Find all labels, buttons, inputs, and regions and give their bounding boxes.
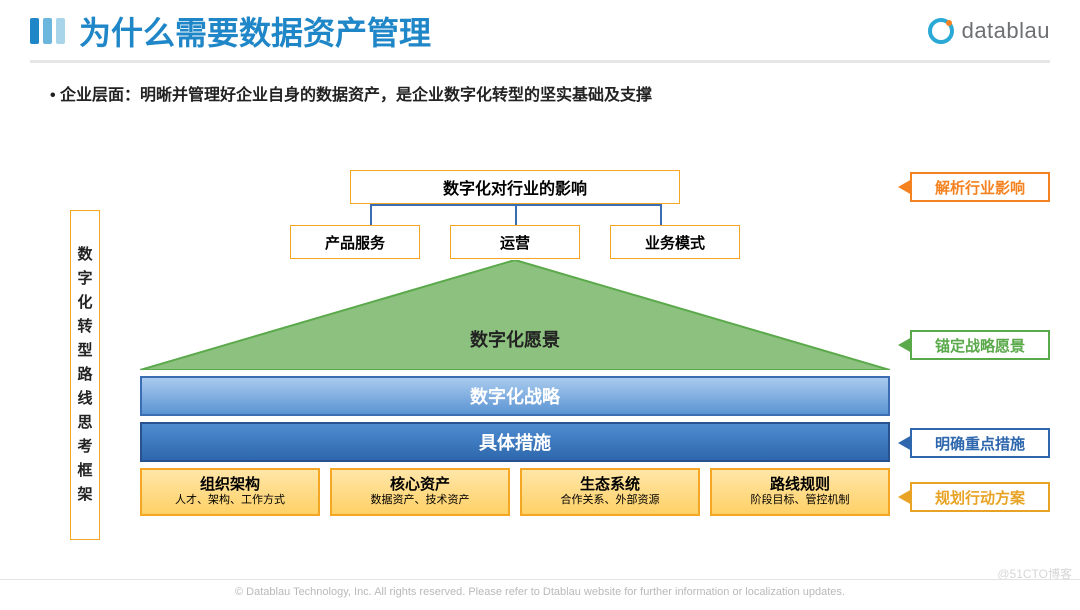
side-tag: 解析行业影响 <box>910 172 1050 202</box>
slide-title: 为什么需要数据资产管理 <box>79 8 431 54</box>
title-wrap: 为什么需要数据资产管理 <box>30 8 431 54</box>
logo-text: datablau <box>962 18 1050 44</box>
connector-line <box>515 204 517 226</box>
sub-boxes-row: 产品服务 运营 业务模式 <box>140 225 890 259</box>
pyramid-stack: 数字化愿景 数字化战略 具体措施 组织架构 人才、架构、工作方式核心资产 数据资… <box>140 260 890 516</box>
arrow-left-icon <box>898 489 912 505</box>
triangle-vision: 数字化愿景 <box>140 260 890 370</box>
side-tag-text: 解析行业影响 <box>935 177 1025 198</box>
bottom-column: 组织架构 人才、架构、工作方式 <box>140 468 320 516</box>
bottom-col-sub: 阶段目标、管控机制 <box>751 494 850 507</box>
brand-logo: datablau <box>928 18 1050 44</box>
bottom-col-title: 生态系统 <box>580 476 640 494</box>
diagram-stage: 数字化转型路线思考框架 数字化对行业的影响 产品服务 运营 业务模式 数字化愿景… <box>70 160 1060 560</box>
bottom-col-title: 核心资产 <box>390 476 450 494</box>
sub-box-model: 业务模式 <box>610 225 740 259</box>
vertical-framework-label: 数字化转型路线思考框架 <box>70 210 100 540</box>
footer-copyright: © Datablau Technology, Inc. All rights r… <box>0 579 1080 598</box>
side-tag: 明确重点措施 <box>910 428 1050 458</box>
triangle-label: 数字化愿景 <box>140 326 890 352</box>
side-tag: 锚定战略愿景 <box>910 330 1050 360</box>
connector-line <box>660 204 662 226</box>
top-influence-box: 数字化对行业的影响 <box>350 170 680 204</box>
slide-header: 为什么需要数据资产管理 datablau <box>0 0 1080 54</box>
side-tag-text: 规划行动方案 <box>935 487 1025 508</box>
sub-box-operation: 运营 <box>450 225 580 259</box>
sub-box-product: 产品服务 <box>290 225 420 259</box>
bottom-column: 路线规则 阶段目标、管控机制 <box>710 468 890 516</box>
side-tag-text: 锚定战略愿景 <box>935 335 1025 356</box>
bottom-column: 核心资产 数据资产、技术资产 <box>330 468 510 516</box>
bottom-col-sub: 人才、架构、工作方式 <box>175 494 285 507</box>
bottom-col-sub: 合作关系、外部资源 <box>561 494 660 507</box>
side-tag-text: 明确重点措施 <box>935 433 1025 454</box>
arrow-left-icon <box>898 179 912 195</box>
arrow-left-icon <box>898 435 912 451</box>
bar-strategy: 数字化战略 <box>140 376 890 416</box>
bottom-column: 生态系统 合作关系、外部资源 <box>520 468 700 516</box>
logo-mark-icon <box>928 18 954 44</box>
bottom-columns: 组织架构 人才、架构、工作方式核心资产 数据资产、技术资产生态系统 合作关系、外… <box>140 468 890 516</box>
title-bars-icon <box>30 16 65 46</box>
lead-bullet: 企业层面：明晰并管理好企业自身的数据资产，是企业数字化转型的坚实基础及支撑 <box>0 63 1080 105</box>
side-tag: 规划行动方案 <box>910 482 1050 512</box>
bottom-col-title: 路线规则 <box>770 476 830 494</box>
bar-measures: 具体措施 <box>140 422 890 462</box>
arrow-left-icon <box>898 337 912 353</box>
connector-line <box>370 204 372 226</box>
bottom-col-sub: 数据资产、技术资产 <box>371 494 470 507</box>
bottom-col-title: 组织架构 <box>200 476 260 494</box>
